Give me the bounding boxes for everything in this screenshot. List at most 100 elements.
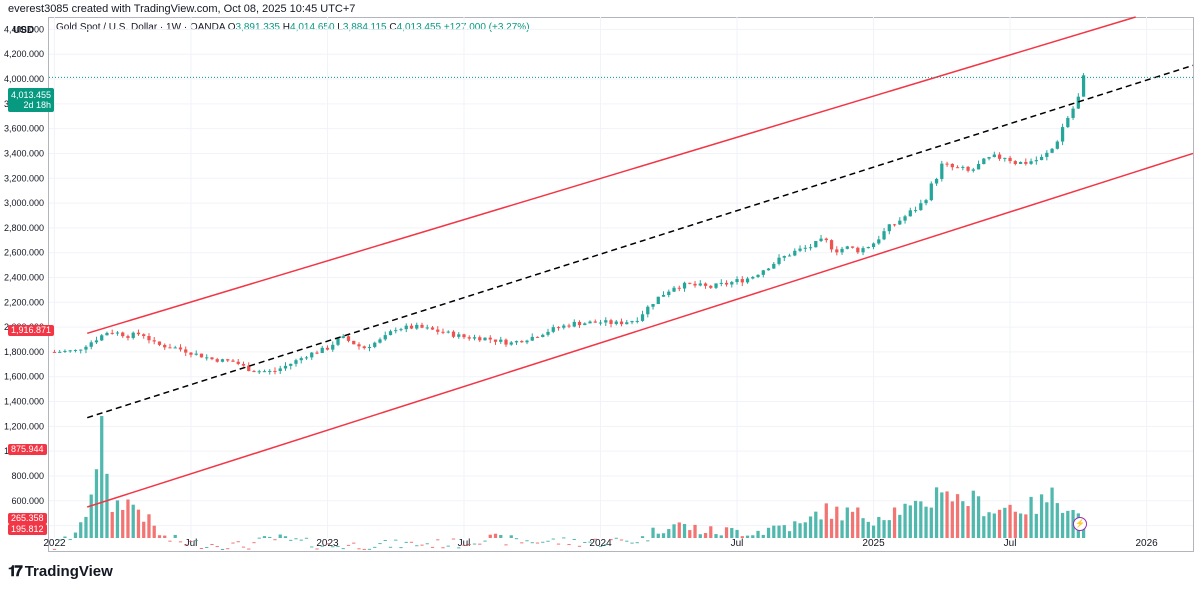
symbol-name[interactable]: Gold Spot / U.S. Dollar · 1W · OANDA	[56, 22, 225, 33]
x-tick-label: Jul	[1004, 538, 1017, 549]
volume-bar	[278, 534, 282, 538]
flash-icon[interactable]: ⚡	[1073, 517, 1087, 531]
candle-body	[226, 359, 230, 361]
volume-bar	[892, 507, 897, 538]
candle-body	[756, 274, 760, 277]
candle-body	[698, 283, 702, 286]
volume-bar	[262, 536, 267, 538]
candle-body	[320, 347, 324, 353]
volume-bar	[388, 546, 393, 548]
volume-bar	[614, 537, 618, 539]
candle-body	[950, 163, 954, 168]
candle-body	[357, 344, 361, 347]
tv-logo-icon: 𝟏𝟕	[8, 563, 23, 580]
candle-body	[68, 350, 72, 352]
volume-bar	[709, 526, 713, 538]
volume-bar	[1081, 526, 1086, 538]
candle-body	[157, 341, 162, 345]
ohlc-close: 4,013.455	[396, 22, 442, 33]
volume-tag-3: 195.812	[8, 524, 47, 535]
volume-bar	[950, 501, 954, 538]
volume-bar	[635, 542, 639, 544]
candle-body	[835, 249, 839, 253]
volume-bar	[719, 535, 723, 538]
candle-body	[289, 363, 293, 366]
candle-body	[667, 291, 671, 295]
candle-body	[1060, 127, 1065, 142]
candle-body	[829, 240, 834, 250]
candle-body	[976, 164, 981, 170]
candle-body	[604, 320, 608, 323]
candle-body	[462, 334, 466, 338]
candle-body	[94, 340, 99, 343]
candle-body	[136, 332, 141, 335]
volume-bar	[294, 538, 298, 540]
y-tick-label: 2,200.000	[4, 297, 44, 307]
volume-bar	[315, 548, 319, 550]
candle-body	[1008, 157, 1012, 162]
volume-bar	[105, 473, 109, 538]
candle-body	[283, 365, 288, 369]
candle-body	[1003, 157, 1007, 159]
x-tick-label: 2022	[43, 538, 66, 549]
candle-body	[168, 347, 172, 349]
volume-bar	[829, 518, 834, 538]
volume-bar	[814, 511, 818, 538]
ohlc-open: 3,891.335	[235, 22, 281, 33]
candle-body	[992, 154, 996, 158]
candle-body	[73, 349, 78, 351]
y-tick-label: 4,400.000	[4, 24, 44, 34]
candle-body	[630, 321, 634, 323]
volume-bar	[441, 547, 445, 549]
volume-bar	[777, 525, 781, 538]
volume-bar	[236, 541, 240, 543]
candle-body	[100, 335, 104, 341]
ohlc-high: 4,014.650	[290, 22, 335, 33]
volume-bar	[362, 548, 366, 550]
candle-body	[373, 342, 377, 347]
x-tick-label: Jul	[185, 538, 198, 549]
candle-body	[1013, 161, 1017, 164]
volume-bar	[499, 534, 503, 538]
candle-body	[472, 337, 477, 339]
chart-frame	[48, 17, 1194, 552]
volume-bar	[966, 506, 970, 538]
candle-body	[367, 346, 372, 349]
candle-body	[409, 325, 414, 329]
volume-bar	[940, 492, 944, 538]
candle-body	[1081, 75, 1086, 97]
candle-body	[777, 257, 781, 264]
volume-bar	[1060, 512, 1065, 538]
volume-bar	[850, 511, 855, 538]
candle-body	[1071, 108, 1075, 118]
candle-body	[871, 243, 876, 247]
volume-bar	[163, 535, 167, 538]
candle-body	[625, 322, 629, 325]
volume-bar	[1024, 514, 1028, 538]
y-tick-label: 2,800.000	[4, 223, 44, 233]
candle-body	[514, 341, 519, 343]
candle-body	[178, 347, 183, 350]
channel-upper-line	[87, 16, 1136, 335]
volume-bar	[126, 499, 130, 538]
candle-body	[562, 325, 566, 328]
volume-bar	[919, 501, 923, 538]
candle-body	[588, 321, 592, 324]
volume-bar	[556, 543, 561, 545]
symbol-info-line: Gold Spot / U.S. Dollar · 1W · OANDA O3,…	[56, 22, 530, 33]
candle-body	[142, 334, 146, 337]
volume-bar	[373, 546, 377, 548]
candle-body	[614, 321, 618, 324]
candle-body	[252, 371, 256, 373]
channel-mid-line	[86, 64, 1194, 419]
candle-body	[619, 321, 624, 325]
candle-body	[598, 322, 603, 324]
volume-bar	[383, 539, 387, 541]
candle-body	[1050, 148, 1054, 153]
ohlc-change: +127.000 (+3.27%)	[443, 22, 530, 33]
volume-bar	[871, 525, 876, 538]
volume-bars	[52, 416, 1086, 551]
candle-body	[394, 330, 398, 332]
ohlc-high-label: H	[282, 22, 291, 33]
